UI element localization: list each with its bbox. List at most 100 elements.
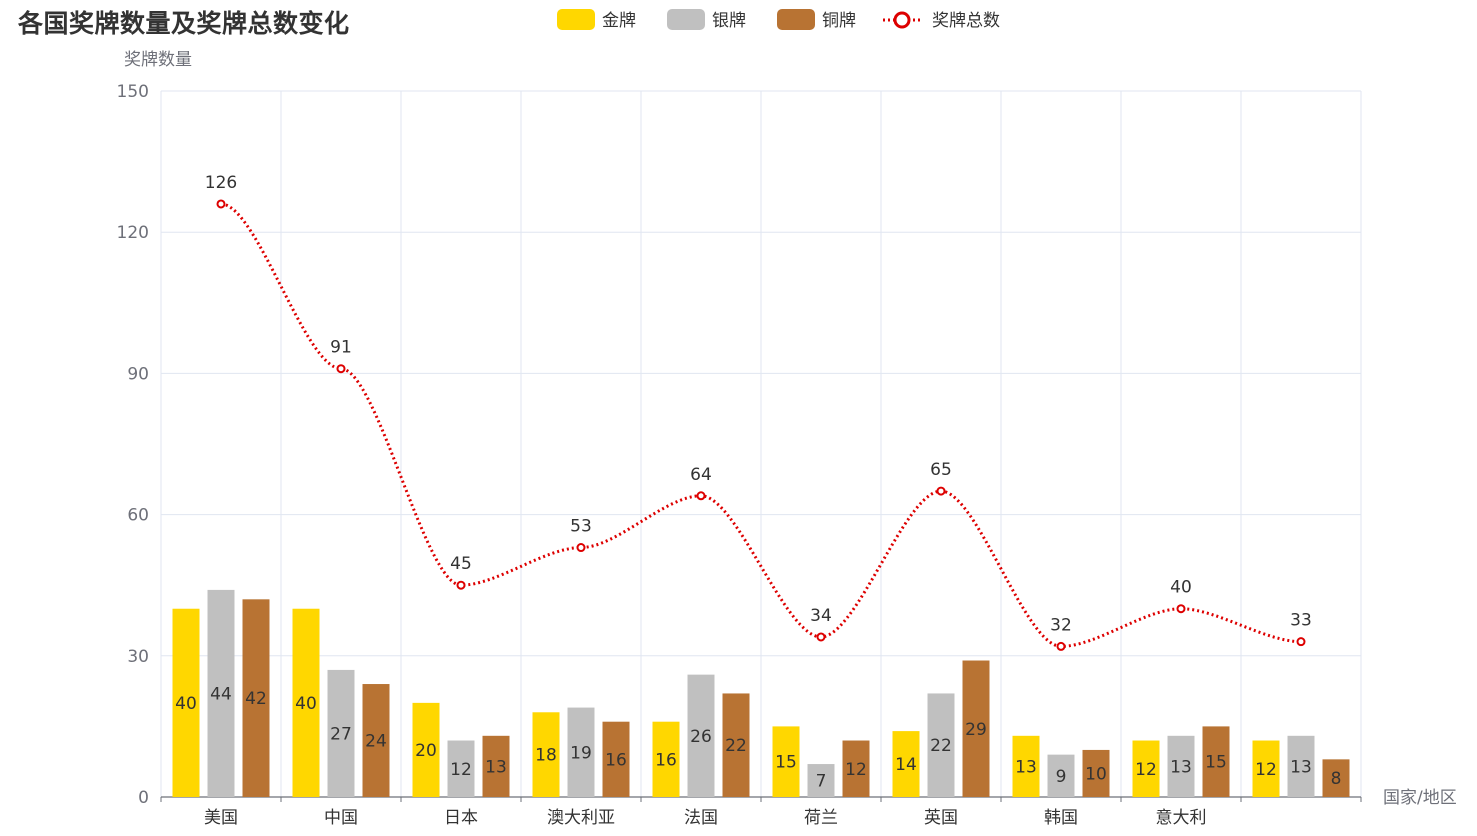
line-point [1056, 641, 1066, 651]
bar-银牌 [927, 693, 955, 797]
bar-value-label: 18 [535, 746, 557, 766]
legend-swatch-铜牌 [777, 9, 815, 30]
chart-title: 各国奖牌数量及奖牌总数变化 [18, 9, 350, 38]
line-value-label: 45 [450, 554, 472, 574]
x-tick-label: 澳大利亚 [547, 808, 615, 828]
bar-铜牌 [962, 660, 990, 797]
line-value-label: 34 [810, 606, 832, 626]
bar-银牌 [1167, 735, 1195, 797]
line-point [936, 486, 946, 496]
bar-金牌 [1012, 735, 1040, 797]
y-tick-label: 0 [138, 788, 149, 808]
bar-value-label: 13 [1290, 757, 1312, 777]
x-tick-label: 美国 [204, 808, 238, 828]
bar-value-label: 16 [655, 750, 677, 770]
bar-银牌 [207, 589, 235, 797]
line-point [696, 491, 706, 501]
y-tick-label: 60 [127, 506, 149, 526]
bar-value-label: 24 [365, 732, 387, 752]
bar-value-label: 8 [1331, 769, 1342, 789]
x-tick-label: 中国 [324, 808, 358, 828]
line-value-label: 64 [690, 465, 712, 485]
line-point [576, 543, 586, 553]
y-axis-title: 奖牌数量 [124, 50, 192, 70]
bar-value-label: 12 [1255, 760, 1277, 780]
line-point [216, 199, 226, 209]
line-value-label: 91 [330, 338, 352, 358]
y-tick-label: 150 [117, 82, 149, 102]
y-tick-label: 120 [117, 223, 149, 243]
x-tick-label: 英国 [924, 808, 958, 828]
bar-value-label: 42 [245, 689, 267, 709]
bar-银牌 [807, 764, 835, 797]
x-tick-label: 意大利 [1156, 808, 1207, 828]
bar-铜牌 [362, 684, 390, 797]
x-tick-label: 韩国 [1044, 808, 1078, 828]
bar-银牌 [447, 740, 475, 797]
line-value-label: 40 [1170, 578, 1192, 598]
line-value-label: 32 [1050, 615, 1072, 635]
legend-swatch-银牌 [667, 9, 705, 30]
bar-铜牌 [1202, 726, 1230, 797]
bar-银牌 [567, 707, 595, 797]
bar-铜牌 [1322, 759, 1350, 797]
bar-银牌 [1047, 754, 1075, 797]
bar-value-label: 20 [415, 741, 437, 761]
bar-金牌 [412, 702, 440, 797]
line-value-label: 65 [930, 460, 952, 480]
y-tick-label: 90 [127, 364, 149, 384]
bar-value-label: 12 [1135, 760, 1157, 780]
bar-value-label: 19 [570, 743, 592, 763]
bar-value-label: 22 [725, 736, 747, 756]
bar-铜牌 [482, 735, 510, 797]
line-point [456, 580, 466, 590]
bar-value-label: 14 [895, 755, 917, 775]
x-tick-label: 日本 [444, 808, 478, 828]
line-point [1176, 604, 1186, 614]
bar-金牌 [532, 712, 560, 797]
line-value-label: 126 [205, 173, 237, 193]
bar-value-label: 15 [1205, 753, 1227, 773]
bar-value-label: 12 [845, 760, 867, 780]
bar-value-label: 9 [1056, 767, 1067, 787]
bar-value-label: 26 [690, 727, 712, 747]
line-point [1296, 637, 1306, 647]
legend-label: 奖牌总数 [932, 11, 1000, 31]
bar-value-label: 10 [1085, 764, 1107, 784]
bar-金牌 [292, 608, 320, 797]
bar-value-label: 13 [485, 757, 507, 777]
x-tick-label: 荷兰 [804, 808, 838, 828]
bar-value-label: 40 [175, 694, 197, 714]
line-value-label: 33 [1290, 611, 1312, 631]
bar-银牌 [1287, 735, 1315, 797]
bar-金牌 [1252, 740, 1280, 797]
bar-value-label: 13 [1015, 757, 1037, 777]
bar-金牌 [1132, 740, 1160, 797]
bar-金牌 [652, 721, 680, 797]
bar-value-label: 13 [1170, 757, 1192, 777]
line-value-label: 53 [570, 517, 592, 537]
x-axis-title: 国家/地区 [1383, 788, 1457, 808]
bar-铜牌 [602, 721, 630, 797]
bar-value-label: 40 [295, 694, 317, 714]
bar-金牌 [172, 608, 200, 797]
bar-铜牌 [1082, 749, 1110, 797]
bar-金牌 [772, 726, 800, 797]
bar-value-label: 22 [930, 736, 952, 756]
bar-value-label: 15 [775, 753, 797, 773]
bar-银牌 [327, 669, 355, 797]
line-point [336, 364, 346, 374]
bar-铜牌 [722, 693, 750, 797]
legend-swatch-金牌 [557, 9, 595, 30]
bar-金牌 [892, 731, 920, 797]
bar-铜牌 [242, 599, 270, 797]
line-series-奖牌总数 [220, 202, 1302, 648]
legend-label: 银牌 [712, 11, 746, 31]
bar-银牌 [687, 674, 715, 797]
bar-value-label: 44 [210, 684, 232, 704]
y-tick-label: 30 [127, 647, 149, 667]
bar-铜牌 [842, 740, 870, 797]
legend-marker [893, 11, 911, 29]
bar-value-label: 27 [330, 724, 352, 744]
